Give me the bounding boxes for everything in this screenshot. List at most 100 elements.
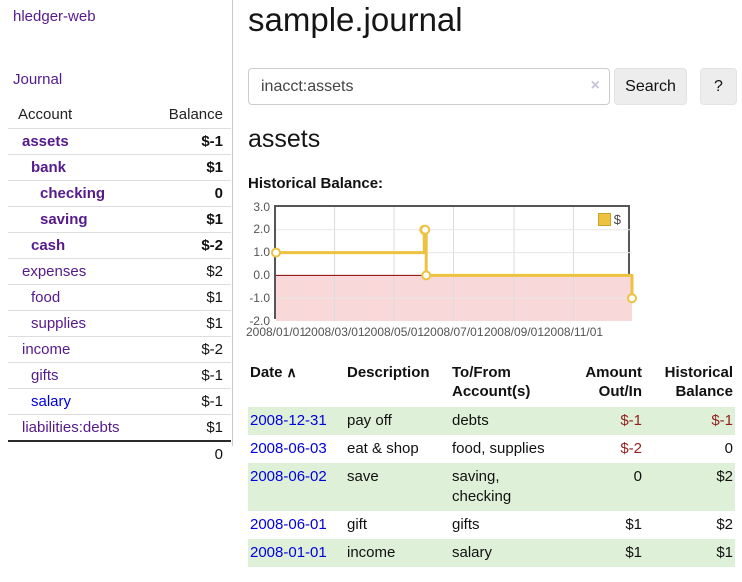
y-tick-label: -2.0 bbox=[249, 313, 270, 328]
account-balance: 0 bbox=[214, 185, 223, 202]
register-row: 2008-06-02 save saving, checking 0 $2 bbox=[248, 462, 735, 511]
account-row-checking: checking 0 bbox=[8, 180, 231, 207]
account-balance: $1 bbox=[206, 315, 223, 332]
search-input[interactable] bbox=[248, 68, 610, 106]
account-row-gifts: gifts $-1 bbox=[8, 362, 231, 389]
help-button[interactable]: ? bbox=[700, 68, 737, 106]
account-link-income[interactable]: income bbox=[22, 341, 71, 358]
transaction-amount: $1 bbox=[625, 515, 642, 533]
amount-column-header: Amount Out/In bbox=[585, 363, 642, 400]
search-form: × Search ? bbox=[248, 68, 742, 106]
account-row-assets: assets $-1 bbox=[8, 128, 231, 155]
transaction-description: gift bbox=[347, 515, 368, 533]
account-balance: $1 bbox=[206, 211, 223, 228]
x-tick-label: 2008/05/01 bbox=[363, 324, 425, 339]
account-link-salary[interactable]: salary bbox=[31, 393, 72, 410]
account-row-liabilities-debts: liabilities:debts $1 bbox=[8, 414, 231, 442]
accounts-column-header: To/From Account(s) bbox=[452, 363, 531, 400]
accounts-total-value: 0 bbox=[214, 446, 223, 463]
balance-column-header: Balance bbox=[168, 106, 223, 123]
account-row-bank: bank $1 bbox=[8, 154, 231, 181]
account-link-assets[interactable]: assets bbox=[22, 133, 69, 150]
date-column-header: Date ∧ bbox=[250, 363, 297, 381]
register-table: Date ∧ Description To/From Account(s) Amo… bbox=[248, 361, 735, 567]
search-button[interactable]: Search bbox=[614, 68, 687, 106]
account-balance: $-2 bbox=[201, 237, 223, 254]
transaction-accounts: gifts bbox=[452, 515, 480, 533]
chart-heading: Historical Balance: bbox=[248, 174, 384, 192]
clear-search-icon[interactable]: × bbox=[590, 77, 600, 95]
transaction-amount: 0 bbox=[633, 467, 642, 485]
account-row-food: food $1 bbox=[8, 284, 231, 311]
register-row: 2008-12-31 pay off debts $-1 $-1 bbox=[248, 406, 735, 435]
account-link-bank[interactable]: bank bbox=[31, 159, 67, 176]
transaction-balance: $2 bbox=[716, 515, 733, 533]
transaction-balance: $2 bbox=[716, 467, 733, 485]
transaction-date-link[interactable]: 2008-01-01 bbox=[250, 543, 327, 561]
balance-step-line bbox=[271, 206, 637, 321]
transaction-description: pay off bbox=[347, 411, 392, 429]
accounts-total-row: 0 bbox=[8, 441, 231, 467]
account-link-supplies[interactable]: supplies bbox=[31, 315, 87, 332]
balance-column-header: Historical Balance bbox=[664, 363, 733, 400]
register-row: 2008-06-01 gift gifts $1 $2 bbox=[248, 511, 735, 539]
transaction-date-link[interactable]: 2008-06-03 bbox=[250, 439, 327, 457]
account-row-income: income $-2 bbox=[8, 336, 231, 363]
accounts-table-header: Account Balance bbox=[8, 102, 231, 129]
account-balance: $-1 bbox=[201, 393, 223, 410]
y-tick-label: 2.0 bbox=[253, 222, 270, 237]
historical-balance-chart: $ 3.0 2.0 1.0 0.0 -1.0 -2.0 2008/01/01 2008/03/… bbox=[246, 199, 718, 340]
account-balance: $1 bbox=[206, 419, 223, 436]
transaction-amount: $-1 bbox=[620, 411, 642, 429]
account-link-saving[interactable]: saving bbox=[40, 211, 88, 228]
x-tick-label: 2008/09/01 bbox=[483, 324, 544, 339]
account-link-cash[interactable]: cash bbox=[31, 237, 66, 254]
transaction-date-link[interactable]: 2008-06-02 bbox=[250, 467, 327, 485]
account-link-checking[interactable]: checking bbox=[40, 185, 106, 202]
y-tick-label: 1.0 bbox=[253, 245, 270, 260]
account-row-salary: salary $-1 bbox=[8, 388, 231, 415]
transaction-description: eat & shop bbox=[347, 439, 419, 457]
transaction-date-link[interactable]: 2008-06-01 bbox=[250, 515, 327, 533]
register-row: 2008-01-01 income salary $1 $1 bbox=[248, 538, 735, 567]
transaction-balance: $1 bbox=[716, 543, 733, 561]
transaction-balance: $-1 bbox=[711, 411, 733, 429]
account-link-expenses[interactable]: expenses bbox=[22, 263, 87, 280]
y-tick-label: 0.0 bbox=[253, 267, 270, 282]
transaction-amount: $-2 bbox=[620, 439, 642, 457]
transaction-accounts: saving, checking bbox=[452, 467, 512, 505]
account-balance: $1 bbox=[206, 159, 223, 176]
description-column-header: Description bbox=[347, 363, 430, 381]
account-link-food[interactable]: food bbox=[31, 289, 61, 306]
transaction-date-link[interactable]: 2008-12-31 bbox=[250, 411, 327, 429]
page-title: sample.journal bbox=[248, 1, 463, 38]
legend-swatch-icon bbox=[597, 212, 611, 226]
transaction-balance: 0 bbox=[724, 439, 733, 457]
transaction-accounts: debts bbox=[452, 411, 489, 429]
transaction-amount: $1 bbox=[625, 543, 642, 561]
account-link-gifts[interactable]: gifts bbox=[31, 367, 59, 384]
main-content: sample.journal × Search ? assets Histori… bbox=[233, 0, 742, 582]
account-heading: assets bbox=[248, 125, 321, 154]
account-balance: $2 bbox=[206, 263, 223, 280]
transaction-accounts: food, supplies bbox=[452, 439, 545, 457]
chart-legend: $ bbox=[595, 210, 623, 228]
y-tick-label: 3.0 bbox=[253, 199, 270, 214]
account-row-supplies: supplies $1 bbox=[8, 310, 231, 337]
account-link-liabilities-debts[interactable]: liabilities:debts bbox=[22, 419, 120, 436]
register-header-row: Date ∧ Description To/From Account(s) Amo… bbox=[248, 361, 735, 407]
x-tick-label: 2008/11/01 bbox=[543, 324, 604, 339]
sidebar: hledger-web Journal Account Balance asse… bbox=[0, 0, 233, 463]
account-balance: $-2 bbox=[201, 341, 223, 358]
chart-plot-area: $ bbox=[271, 204, 637, 321]
y-tick-label: -1.0 bbox=[249, 290, 270, 305]
legend-label: $ bbox=[613, 211, 621, 227]
x-tick-label: 2008/03/01 bbox=[304, 324, 365, 339]
sort-ascending-icon: ∧ bbox=[286, 363, 297, 380]
account-balance: $-1 bbox=[201, 133, 223, 150]
account-row-saving: saving $1 bbox=[8, 206, 231, 233]
account-row-cash: cash $-2 bbox=[8, 232, 231, 259]
app-brand-link[interactable]: hledger-web bbox=[13, 8, 96, 25]
sidebar-item-journal[interactable]: Journal bbox=[13, 71, 63, 88]
